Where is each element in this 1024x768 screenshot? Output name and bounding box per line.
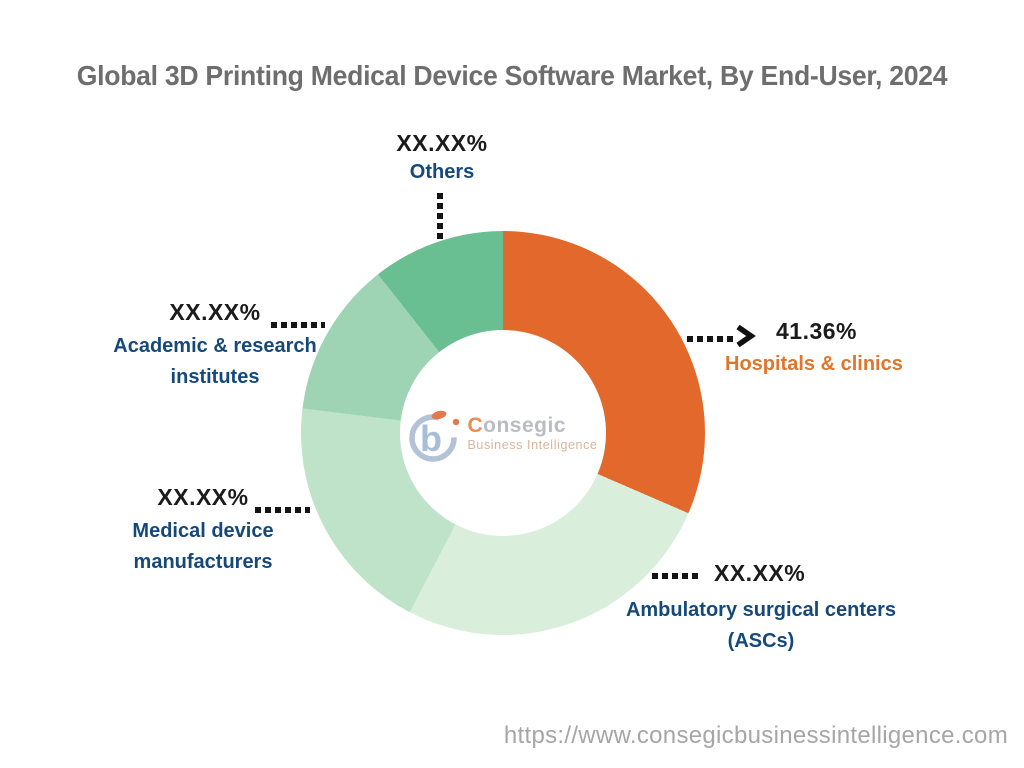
ascs-label-line1: Ambulatory surgical centers	[625, 599, 897, 621]
leader-line-others	[437, 193, 443, 243]
chart-title: Global 3D Printing Medical Device Softwa…	[76, 60, 948, 91]
others-label: Others	[409, 161, 475, 183]
consegic-logo-mark: b	[409, 410, 460, 462]
manufacturers-label-line1: Medical device	[132, 520, 274, 542]
manufacturers-percent-label: XX.XX%	[157, 484, 249, 510]
leader-line-manufacturers	[255, 507, 310, 513]
ascs-percent-label: XX.XX%	[714, 560, 806, 586]
ascs-label: Ambulatory surgical centers (ASCs)	[613, 595, 909, 657]
others-percent-label: XX.XX%	[396, 130, 488, 156]
callout-others: XX.XX% Others	[335, 130, 549, 188]
consegic-logo: b Consegic Business Intelligence	[408, 401, 597, 465]
hospitals-label: Hospitals & clinics	[725, 353, 903, 375]
leader-line-ascs	[652, 573, 702, 579]
academic-label-line2: institutes	[170, 366, 260, 388]
hospitals-percent-label: 41.36%	[776, 318, 858, 344]
donut-hole: b Consegic Business Intelligence	[400, 330, 606, 536]
leader-line-hospitals	[687, 336, 733, 342]
consegic-brand-name: Consegic	[467, 413, 566, 437]
manufacturers-label-line2: manufacturers	[133, 551, 273, 573]
academic-percent-label: XX.XX%	[169, 299, 261, 325]
callout-manufacturers: XX.XX% Medical device manufacturers	[92, 484, 314, 578]
consegic-brand-subtitle: Business Intelligence	[467, 437, 598, 452]
consegic-logo-text: Consegic Business Intelligence	[467, 414, 597, 453]
academic-label-line1: Academic & research	[113, 335, 317, 357]
callout-academic: XX.XX% Academic & research institutes	[100, 299, 330, 393]
leader-line-academic	[271, 322, 325, 328]
svg-text:b: b	[420, 418, 442, 459]
arrow-icon	[736, 324, 756, 348]
ascs-label-line2: (ASCs)	[727, 630, 795, 652]
source-url[interactable]: https://www.consegicbusinessintelligence…	[503, 722, 1008, 749]
